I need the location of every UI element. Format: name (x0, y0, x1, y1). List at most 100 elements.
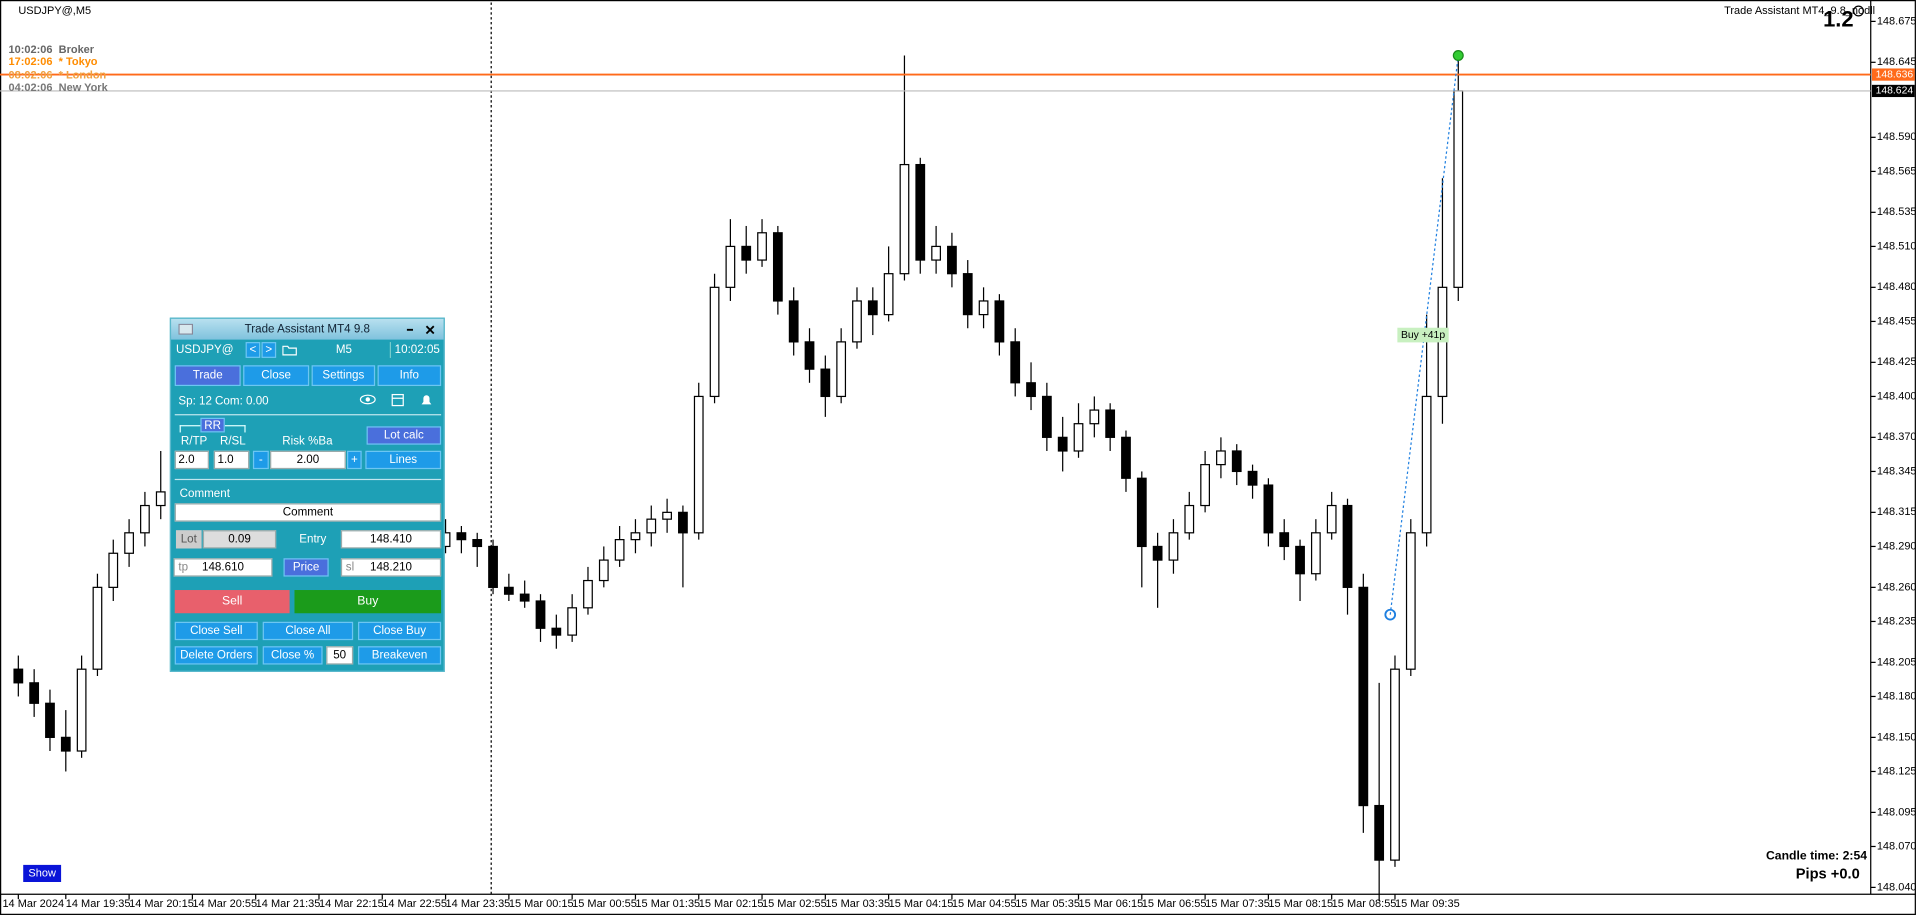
rsl-input[interactable]: 1.0 (213, 450, 250, 470)
close-all-button[interactable]: Close All (262, 621, 354, 641)
buy-button[interactable]: Buy (294, 590, 442, 614)
candle-body (1421, 395, 1432, 534)
candle-body (757, 232, 767, 261)
candle-time: Candle time: 2:54 (1766, 849, 1867, 863)
y-tick-label: 148.565 (1877, 165, 1916, 177)
close-percent-button[interactable]: Close % (262, 646, 323, 665)
y-tick-label: 148.315 (1877, 506, 1916, 518)
tab[interactable]: Trade (174, 365, 241, 387)
rtp-label: R/TP (180, 434, 208, 449)
candle-body (1310, 532, 1321, 575)
x-tick-label: 15 Mar 06:55 (1142, 898, 1207, 910)
y-tick-label: 148.125 (1877, 765, 1916, 777)
x-tick-label: 15 Mar 07:35 (1205, 898, 1270, 910)
candle-body (45, 702, 55, 738)
candle-body (488, 545, 498, 588)
y-tick-label: 148.180 (1877, 690, 1916, 702)
y-tick-label: 148.535 (1877, 206, 1916, 218)
candle-body (725, 245, 736, 288)
candle-body (1057, 436, 1068, 452)
sell-button[interactable]: Sell (174, 590, 290, 614)
show-button-label[interactable]: Show (28, 867, 56, 879)
pips: Pips +0.0 (1796, 867, 1860, 883)
y-tick-label: 148.675 (1877, 15, 1916, 27)
candle-body (1405, 532, 1416, 670)
folder-icon[interactable] (282, 344, 297, 356)
next-button[interactable]: > (261, 342, 277, 358)
prev-button[interactable]: < (245, 342, 261, 358)
title-bar: Trade Assistant MT4 9.8 (171, 318, 444, 340)
candle-body (1121, 436, 1131, 479)
delete-orders-button[interactable]: Delete Orders (174, 646, 258, 665)
sl-input[interactable]: sl 148.210 (340, 558, 442, 577)
close-buy-button[interactable]: Close Buy (358, 621, 442, 641)
entry-label: Entry (299, 532, 327, 547)
y-tick-label: 148.480 (1877, 281, 1916, 293)
session-name: * Tokyo (59, 56, 98, 68)
candle-body (456, 532, 467, 541)
candle-body (1342, 504, 1353, 588)
lines-button[interactable]: Lines (365, 450, 442, 470)
lot-input[interactable]: 0.09 (202, 530, 277, 549)
candle-body (1374, 804, 1385, 861)
x-tick-label: 14 Mar 2024 (2, 898, 64, 910)
close-sell-button[interactable]: Close Sell (174, 621, 258, 641)
candle-body (92, 586, 103, 670)
candle-body (931, 245, 941, 261)
rsl-label: R/SL (219, 434, 246, 449)
candle-body (709, 286, 720, 398)
window-controls[interactable] (403, 323, 440, 336)
breakeven-button[interactable]: Breakeven (358, 646, 442, 665)
x-tick-label: 15 Mar 09:35 (1395, 898, 1460, 910)
candle-body (804, 341, 815, 370)
x-tick-label: 15 Mar 01:35 (635, 898, 700, 910)
candle-body (994, 300, 1005, 343)
risk-label: Risk %Ba (282, 434, 333, 449)
y-tick-label: 148.040 (1877, 881, 1916, 893)
candle-body (1326, 504, 1337, 534)
symbol-select[interactable]: USDJPY@ (174, 342, 242, 358)
candle-body (583, 579, 593, 609)
candle-body (1263, 484, 1274, 534)
candle-body (567, 607, 578, 636)
plus-button[interactable]: + (347, 450, 362, 470)
candle-body (519, 593, 530, 602)
panel-icons[interactable] (359, 392, 437, 409)
show-button[interactable] (23, 864, 62, 882)
tab[interactable]: Info (377, 365, 442, 387)
y-tick-label: 148.590 (1877, 131, 1916, 143)
trade-label: Buy +41p (1401, 330, 1445, 341)
x-tick-label: 15 Mar 05:35 (1015, 898, 1080, 910)
candle-body (60, 736, 71, 752)
x-tick-label: 15 Mar 02:55 (762, 898, 827, 910)
separator (174, 414, 442, 416)
candle-body (693, 395, 704, 534)
entry-input[interactable]: 148.410 (340, 530, 442, 549)
tab[interactable]: Settings (311, 365, 376, 387)
spread: Sp: 12 (178, 394, 212, 409)
candle-body (836, 341, 847, 398)
risk-input[interactable]: 2.00 (270, 450, 346, 470)
x-tick-label: 14 Mar 19:35 (66, 898, 131, 910)
timeframe[interactable]: M5 (335, 343, 353, 357)
session-time: 04:02:06 (9, 82, 53, 94)
x-tick-label: 15 Mar 00:55 (572, 898, 637, 910)
tab[interactable]: Close (243, 365, 310, 387)
comment-input[interactable]: Comment (174, 503, 442, 522)
candle-body (741, 245, 752, 261)
ask-label-box (1871, 68, 1915, 81)
minus-button[interactable]: - (252, 450, 269, 470)
lot-calc-button[interactable]: Lot calc (366, 426, 442, 445)
rtp-input[interactable]: 2.0 (174, 450, 209, 470)
candle-body (108, 552, 119, 588)
candle-body (678, 511, 688, 534)
candle-body (1041, 395, 1052, 438)
price-button[interactable]: Price (283, 558, 329, 577)
server-time: 10:02:05 (389, 342, 444, 358)
tp-input[interactable]: tp 148.610 (173, 558, 273, 577)
trade-panel: Trade Assistant MT4 9.8 USDJPY@ < > M5 1… (169, 317, 445, 672)
y-tick-label: 148.070 (1877, 840, 1916, 852)
close-percent-input[interactable]: 50 (326, 646, 354, 665)
